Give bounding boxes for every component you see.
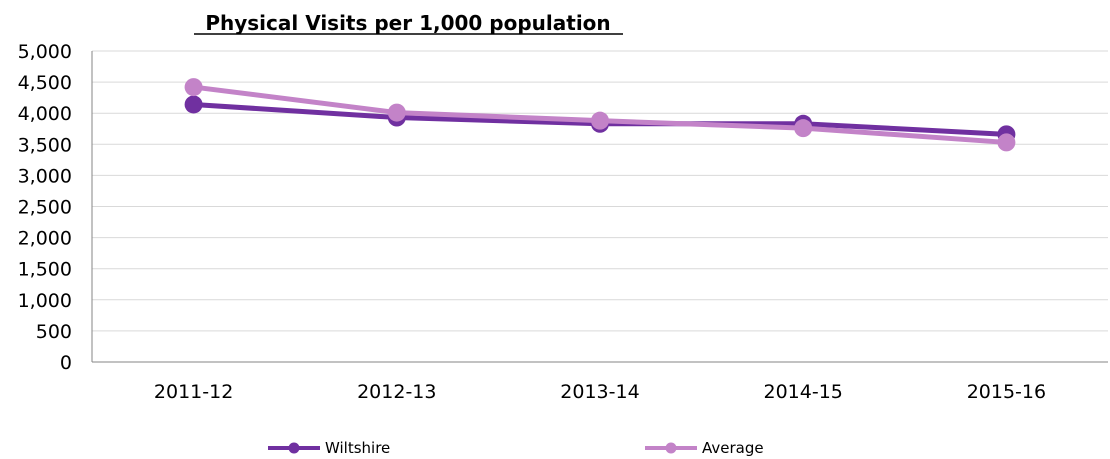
axes <box>91 51 1108 363</box>
chart-title: Physical Visits per 1,000 population <box>205 11 610 35</box>
data-point <box>997 133 1016 152</box>
y-tick-label: 4,500 <box>18 72 72 94</box>
data-point <box>387 103 406 122</box>
y-tick-label: 2,500 <box>18 197 72 219</box>
data-point <box>184 78 203 97</box>
y-tick-label: 1,000 <box>18 290 72 312</box>
y-axis-tick-labels: 0 500 1,000 1,500 2,000 2,500 3,000 3,500 4,000 4… <box>18 41 72 374</box>
series-lines <box>184 78 1016 152</box>
y-tick-label: 500 <box>36 321 72 343</box>
legend-marker <box>288 442 300 454</box>
x-axis-tick-labels: 2011-12 2012-13 2013-14 2014-15 2015-16 <box>154 381 1046 403</box>
data-point <box>591 111 609 130</box>
y-tick-label: 4,000 <box>18 103 72 125</box>
x-tick-label: 2013-14 <box>560 381 639 403</box>
x-tick-label: 2012-13 <box>357 381 436 403</box>
x-tick-label: 2011-12 <box>154 381 233 403</box>
data-point <box>184 95 203 114</box>
y-tick-label: 2,000 <box>18 228 72 250</box>
x-tick-label: 2015-16 <box>967 381 1046 403</box>
legend-label: Average <box>702 439 764 457</box>
legend-item-average: Average <box>645 439 764 457</box>
y-tick-label: 5,000 <box>18 41 72 63</box>
x-tick-label: 2014-15 <box>764 381 843 403</box>
legend-item-wiltshire: Wiltshire <box>268 439 390 457</box>
y-tick-label: 3,000 <box>18 165 72 187</box>
y-tick-label: 3,500 <box>18 134 72 156</box>
legend: Wiltshire Average <box>268 439 764 457</box>
y-tick-label: 1,500 <box>18 259 72 281</box>
legend-label: Wiltshire <box>325 439 390 457</box>
y-tick-label: 0 <box>60 352 72 374</box>
series-average <box>184 78 1016 152</box>
legend-marker <box>665 442 677 454</box>
data-point <box>794 119 813 138</box>
